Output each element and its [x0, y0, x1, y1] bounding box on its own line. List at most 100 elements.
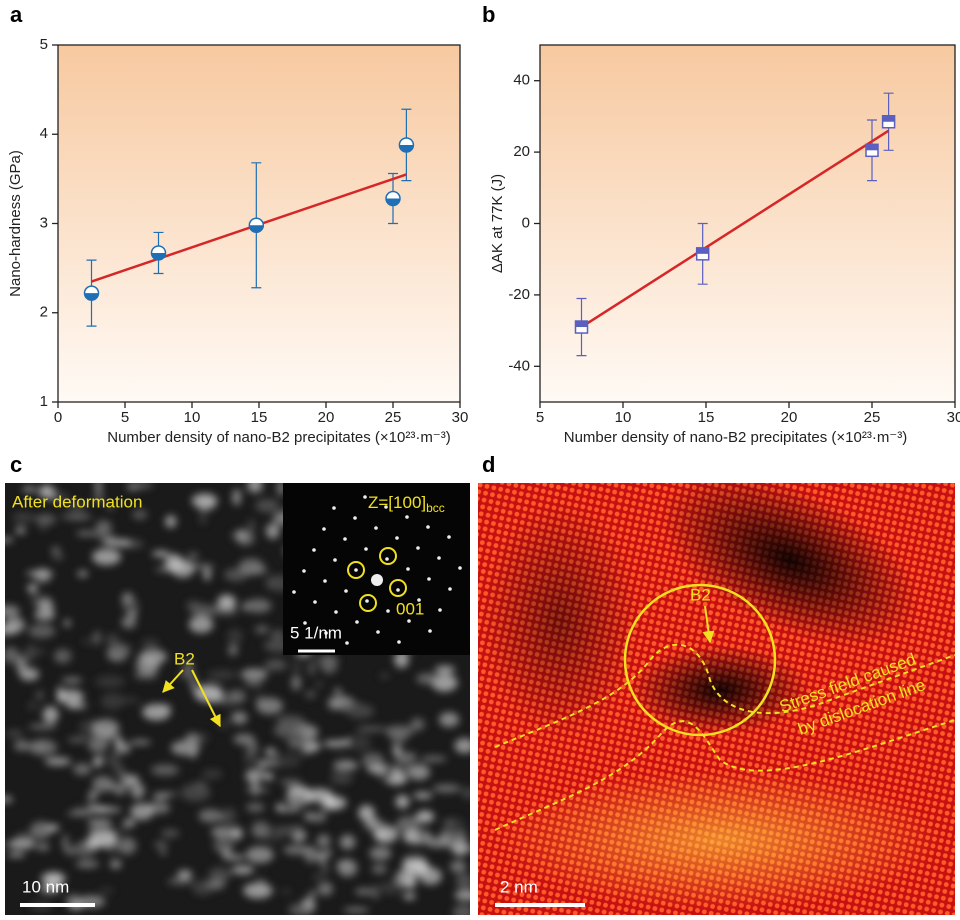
marker-fill	[882, 115, 895, 122]
texture	[65, 702, 87, 709]
texture	[279, 779, 302, 785]
texture	[461, 787, 470, 799]
texture	[244, 681, 264, 686]
texture	[39, 884, 61, 894]
texture	[274, 825, 305, 837]
texture	[129, 740, 152, 745]
texture	[7, 852, 26, 858]
diffraction-spot	[355, 620, 359, 624]
texture	[105, 633, 119, 646]
texture	[15, 526, 26, 535]
texture	[213, 837, 235, 854]
texture	[212, 607, 238, 616]
texture	[134, 671, 158, 680]
diffraction-spot	[448, 587, 452, 591]
diffraction-spot	[438, 608, 442, 612]
texture	[5, 537, 14, 543]
x-tick-label: 25	[385, 409, 402, 426]
texture	[122, 598, 139, 615]
marker-fill	[399, 144, 414, 152]
texture	[161, 829, 180, 838]
texture	[276, 715, 305, 728]
texture	[27, 702, 37, 710]
texture	[118, 837, 137, 855]
texture	[199, 507, 207, 525]
texture	[330, 772, 353, 785]
texture	[198, 808, 223, 823]
texture	[127, 483, 153, 489]
inset-scale: 5 1/nm	[290, 623, 342, 642]
texture	[16, 832, 33, 842]
texture	[377, 772, 395, 781]
texture	[442, 817, 466, 835]
texture	[403, 892, 416, 900]
texture	[221, 807, 236, 825]
texture	[185, 732, 201, 745]
texture	[342, 907, 370, 913]
texture	[361, 752, 385, 769]
texture	[57, 689, 84, 704]
texture	[203, 567, 211, 581]
texture	[44, 872, 63, 888]
texture	[190, 674, 197, 692]
texture	[52, 554, 64, 560]
texture	[251, 820, 270, 839]
texture	[324, 850, 333, 856]
caption: After deformation	[12, 492, 142, 511]
texture	[316, 851, 327, 860]
texture	[222, 854, 246, 861]
texture	[35, 689, 44, 701]
texture	[5, 605, 20, 618]
texture	[455, 873, 470, 890]
texture	[113, 790, 126, 796]
texture	[337, 859, 358, 877]
texture	[15, 655, 27, 674]
texture	[272, 753, 302, 768]
texture	[407, 764, 430, 781]
texture	[142, 703, 171, 721]
texture	[135, 657, 145, 673]
texture	[370, 885, 380, 900]
texture	[132, 509, 148, 520]
y-tick-label: -20	[508, 286, 530, 303]
texture	[95, 520, 112, 535]
texture	[167, 878, 193, 885]
texture	[180, 783, 211, 802]
texture	[122, 818, 136, 828]
diffraction-spot	[343, 537, 347, 541]
y-tick-label: 0	[522, 214, 530, 231]
texture	[72, 763, 92, 776]
texture	[415, 810, 435, 823]
y-tick-label: 1	[40, 393, 48, 410]
texture	[141, 639, 159, 647]
x-tick-label: 5	[121, 409, 129, 426]
texture	[316, 834, 331, 848]
marker-fill	[151, 252, 166, 260]
marker-fill	[84, 293, 99, 301]
diffraction-spot	[428, 629, 432, 633]
texture	[152, 550, 170, 557]
texture	[318, 809, 327, 822]
texture	[395, 869, 416, 886]
texture	[367, 817, 380, 830]
texture	[369, 846, 392, 861]
texture	[317, 881, 334, 896]
x-tick-label: 25	[864, 409, 881, 426]
texture	[130, 803, 154, 821]
texture	[318, 857, 327, 867]
texture	[454, 839, 465, 857]
texture	[244, 487, 265, 492]
texture	[130, 782, 145, 799]
texture	[224, 696, 231, 709]
texture	[165, 515, 177, 528]
texture	[347, 734, 372, 751]
texture	[396, 816, 420, 833]
texture	[304, 690, 317, 699]
texture	[320, 795, 347, 810]
texture	[245, 768, 262, 783]
texture	[116, 742, 131, 754]
texture	[81, 638, 100, 645]
texture	[454, 738, 470, 754]
texture	[441, 831, 449, 838]
